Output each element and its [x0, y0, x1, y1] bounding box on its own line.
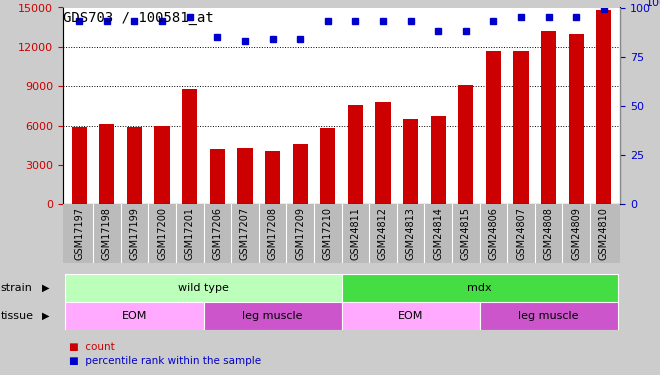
Bar: [210, 149, 225, 204]
Bar: [127, 127, 142, 204]
Text: GSM17208: GSM17208: [267, 207, 277, 260]
Text: tissue: tissue: [1, 311, 34, 321]
Bar: [541, 31, 556, 204]
Bar: [265, 150, 280, 204]
Text: ■  count: ■ count: [69, 342, 115, 352]
Text: GSM17210: GSM17210: [323, 207, 333, 260]
Bar: [458, 85, 473, 204]
Bar: [569, 34, 584, 204]
Text: GDS703 / 100581_at: GDS703 / 100581_at: [63, 11, 213, 25]
Text: leg muscle: leg muscle: [518, 311, 579, 321]
Bar: [65, 302, 203, 330]
Bar: [342, 274, 618, 302]
Text: EOM: EOM: [122, 311, 147, 321]
Bar: [154, 126, 170, 204]
Text: ▶: ▶: [42, 311, 50, 321]
Bar: [486, 51, 501, 204]
Text: GSM24807: GSM24807: [516, 207, 526, 260]
Text: wild type: wild type: [178, 283, 229, 293]
Text: GSM17197: GSM17197: [75, 207, 84, 260]
Text: GSM17198: GSM17198: [102, 207, 112, 260]
Text: GSM17207: GSM17207: [240, 207, 250, 260]
Text: GSM24809: GSM24809: [571, 207, 581, 260]
Bar: [182, 89, 197, 204]
Text: leg muscle: leg muscle: [242, 311, 303, 321]
Bar: [348, 105, 363, 204]
Bar: [238, 148, 253, 204]
Text: mdx: mdx: [467, 283, 492, 293]
Text: GSM24814: GSM24814: [433, 207, 443, 260]
Text: GSM17200: GSM17200: [157, 207, 167, 260]
Text: GSM24810: GSM24810: [599, 207, 609, 260]
Bar: [430, 116, 446, 204]
Text: strain: strain: [1, 283, 32, 293]
Bar: [596, 10, 611, 204]
Bar: [72, 127, 87, 204]
Text: GSM24812: GSM24812: [378, 207, 388, 260]
Text: ■  percentile rank within the sample: ■ percentile rank within the sample: [69, 356, 261, 366]
Bar: [342, 302, 480, 330]
Bar: [513, 51, 529, 204]
Text: EOM: EOM: [398, 311, 423, 321]
Bar: [320, 128, 335, 204]
Text: GSM17206: GSM17206: [213, 207, 222, 260]
Text: GSM17209: GSM17209: [295, 207, 305, 260]
Bar: [403, 119, 418, 204]
Bar: [65, 274, 342, 302]
Text: GSM24811: GSM24811: [350, 207, 360, 260]
Bar: [376, 102, 391, 204]
Bar: [203, 302, 342, 330]
Text: GSM24813: GSM24813: [406, 207, 416, 260]
Text: GSM17201: GSM17201: [185, 207, 195, 260]
Bar: [480, 302, 618, 330]
Bar: [292, 144, 308, 204]
Text: 100%: 100%: [645, 0, 660, 8]
Text: ▶: ▶: [42, 283, 50, 293]
Text: GSM24806: GSM24806: [488, 207, 498, 260]
Bar: [99, 124, 114, 204]
Text: GSM24815: GSM24815: [461, 207, 471, 260]
Text: GSM17199: GSM17199: [129, 207, 139, 260]
Text: GSM24808: GSM24808: [544, 207, 554, 260]
